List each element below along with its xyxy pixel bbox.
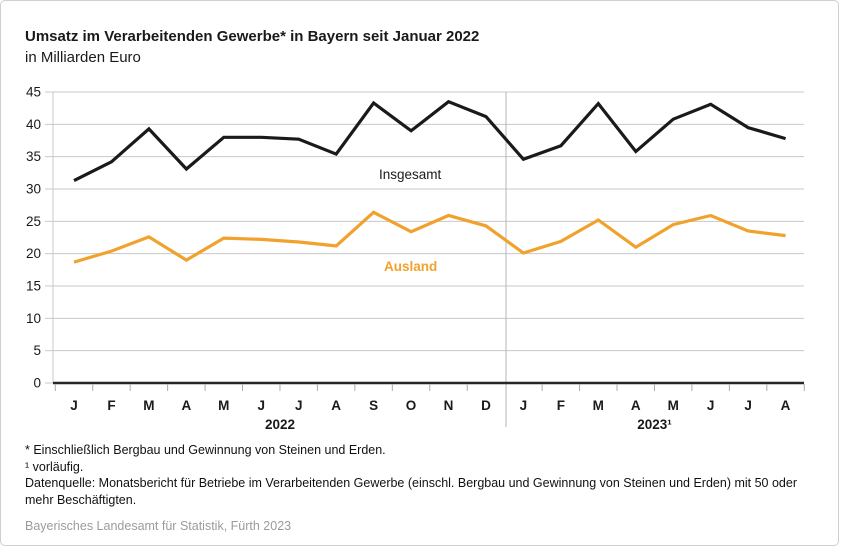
- footnote-preliminary: ¹ vorläufig.: [25, 459, 84, 474]
- x-axis-month-label: M: [668, 398, 679, 413]
- statistics-chart-card: Umsatz im Verarbeitenden Gewerbe* in Bay…: [0, 0, 839, 546]
- footnote-asterisk: * Einschließlich Bergbau und Gewinnung v…: [25, 443, 386, 457]
- x-axis-month-label: A: [781, 398, 791, 413]
- series-label-insgesamt: Insgesamt: [379, 167, 442, 182]
- x-axis-month-label: J: [744, 398, 752, 413]
- x-axis-month-label: A: [331, 398, 341, 413]
- x-axis-month-label: M: [593, 398, 604, 413]
- y-axis-label: 10: [26, 311, 41, 326]
- series-line-insgesamt: [73, 99, 787, 183]
- x-axis-month-label: F: [107, 398, 115, 413]
- series-label-ausland: Ausland: [384, 259, 437, 274]
- x-axis-month-label: A: [631, 398, 641, 413]
- y-axis-label: 40: [26, 117, 41, 132]
- line-chart: 0 5 10 15 20 25 30 35 40 45 J F M A M J J A S O N D J F M A M J J A 20…: [26, 85, 805, 432]
- y-axis-label: 45: [26, 85, 41, 100]
- y-axis-label: 35: [26, 149, 41, 164]
- x-axis-month-label: D: [481, 398, 491, 413]
- x-axis-month-label: N: [444, 398, 454, 413]
- x-axis-month-label: M: [218, 398, 229, 413]
- x-axis-month-label: A: [181, 398, 191, 413]
- y-axis-label: 25: [26, 214, 41, 229]
- y-axis-label: 5: [33, 343, 41, 358]
- series-line-ausland: [73, 210, 786, 264]
- x-axis-month-label: J: [707, 398, 715, 413]
- chart-subtitle: in Milliarden Euro: [25, 49, 141, 66]
- y-axis-label: 15: [26, 279, 41, 294]
- year-label-2022: 2022: [265, 417, 295, 432]
- y-axis-label: 30: [26, 182, 41, 197]
- x-axis-month-label: J: [257, 398, 265, 413]
- x-axis-month-label: S: [369, 398, 378, 413]
- source-credit: Bayerisches Landesamt für Statistik, Für…: [25, 519, 292, 533]
- x-axis-month-label: F: [557, 398, 565, 413]
- footnotes-block: * Einschließlich Bergbau und Gewinnung v…: [25, 442, 817, 508]
- y-axis-label: 20: [26, 246, 41, 261]
- x-axis-month-label: M: [143, 398, 154, 413]
- x-axis-month-label: J: [520, 398, 528, 413]
- x-axis-month-label: O: [406, 398, 417, 413]
- y-axis-label: 0: [33, 376, 41, 391]
- x-axis-month-label: J: [295, 398, 303, 413]
- year-label-2023: 2023¹: [637, 417, 672, 432]
- chart-title: Umsatz im Verarbeitenden Gewerbe* in Bay…: [25, 28, 480, 45]
- x-axis-month-label: J: [70, 398, 78, 413]
- footnote-datasource: Datenquelle: Monatsbericht für Betriebe …: [25, 476, 797, 507]
